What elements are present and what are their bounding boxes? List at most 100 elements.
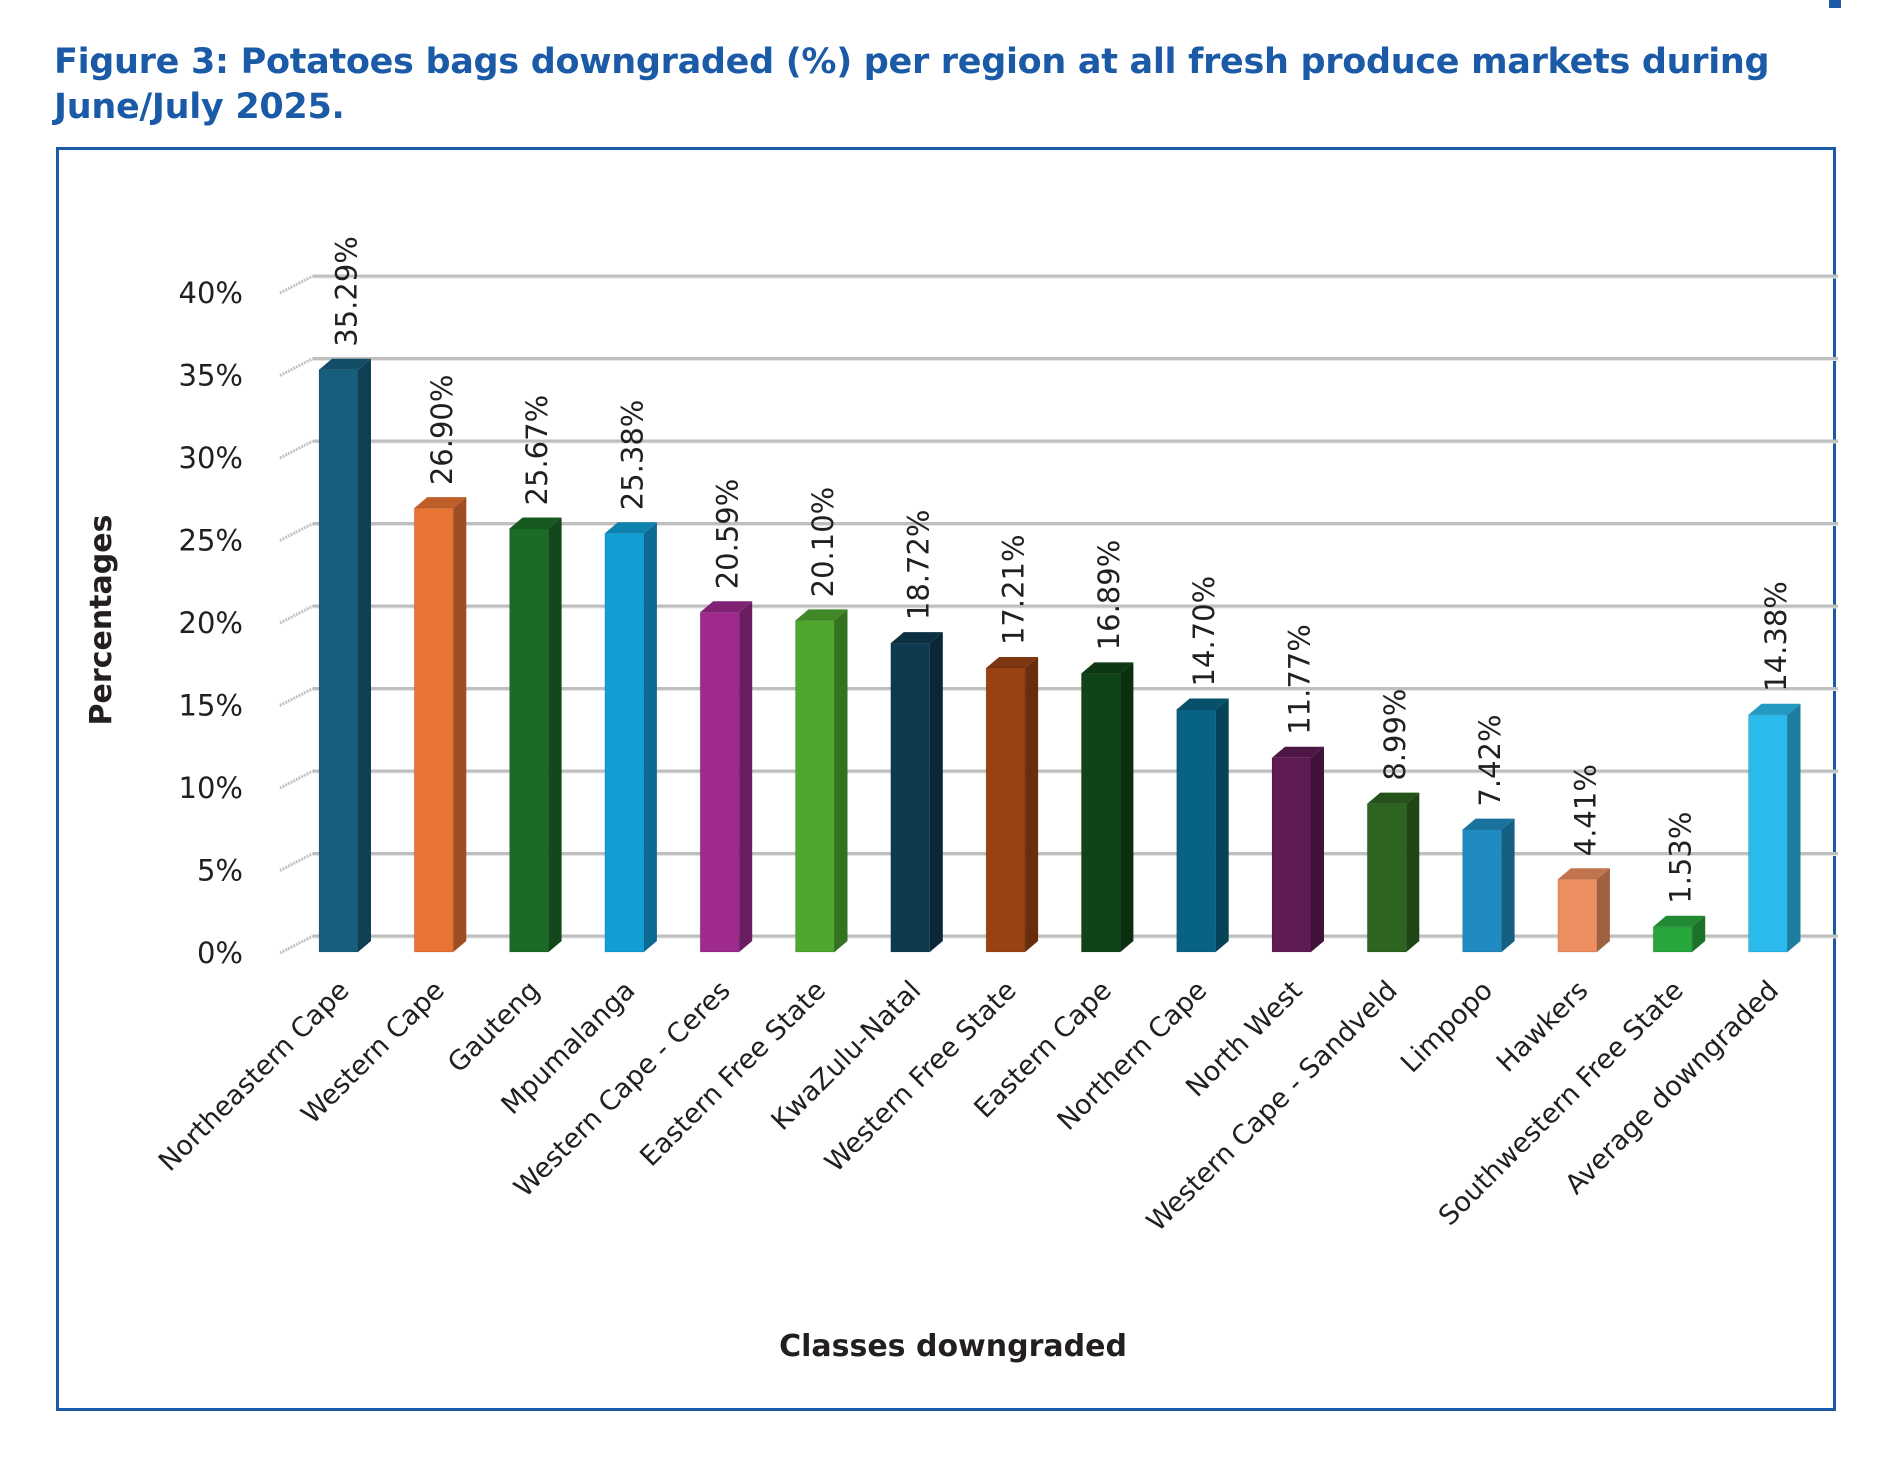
- bar-side: [1787, 703, 1801, 952]
- y-axis-title: Percentages: [84, 515, 119, 726]
- bar-front: [1557, 878, 1598, 953]
- bar-side: [643, 522, 657, 952]
- bar-top: [1272, 746, 1324, 758]
- bar: [1080, 662, 1134, 953]
- y-tick-label: 25%: [179, 524, 243, 558]
- data-label: 16.89%: [1092, 540, 1126, 651]
- bar: [1557, 868, 1610, 953]
- bar: [413, 497, 467, 953]
- data-label: 20.59%: [711, 479, 745, 590]
- bars: [318, 358, 1801, 953]
- bar-side: [1025, 657, 1039, 952]
- bar-side: [1120, 662, 1134, 952]
- y-tick-label: 15%: [179, 689, 243, 723]
- gridline-side: [279, 852, 314, 872]
- bar-side: [548, 517, 562, 952]
- data-label: 11.77%: [1283, 624, 1317, 735]
- y-tick-label: 10%: [179, 771, 243, 805]
- bar: [1748, 703, 1801, 953]
- figure-title: Figure 3: Potatoes bags downgraded (%) p…: [54, 42, 1770, 127]
- gridline-side: [279, 687, 314, 707]
- bar-side: [739, 601, 753, 952]
- bar-side: [1406, 792, 1420, 952]
- bar: [1462, 818, 1515, 953]
- chart-frame: [56, 147, 1836, 1411]
- bar-front: [985, 667, 1026, 953]
- bar-top: [1557, 868, 1610, 880]
- data-label: 35.29%: [330, 236, 364, 347]
- bar-side: [453, 497, 467, 952]
- bar-top: [1176, 698, 1229, 710]
- bar-top: [1367, 792, 1420, 804]
- bar-side: [1501, 818, 1515, 952]
- bar-side: [358, 358, 371, 953]
- data-label: 20.10%: [806, 487, 840, 598]
- bar-side: [1311, 746, 1324, 952]
- bar-side: [834, 609, 848, 952]
- bar-front: [604, 532, 645, 953]
- data-label: 14.70%: [1187, 576, 1221, 687]
- bar: [1176, 698, 1229, 953]
- page-corner-marker: [1829, 0, 1841, 8]
- bar-front: [509, 527, 550, 953]
- data-label: 14.38%: [1759, 581, 1793, 692]
- bar-top: [319, 358, 371, 370]
- bar-front: [1748, 714, 1788, 953]
- bar-front: [1366, 803, 1407, 953]
- bar-top: [509, 517, 562, 529]
- gridlines: [279, 274, 1838, 955]
- y-tick-label: 0%: [197, 936, 243, 970]
- data-label: 1.53%: [1664, 812, 1698, 904]
- gridline-side: [279, 522, 314, 542]
- x-tick-label: Eastern Free State: [634, 975, 832, 1173]
- gridline-side: [279, 274, 314, 295]
- gridline-side: [279, 769, 314, 790]
- bar-top: [890, 632, 943, 644]
- y-axis-ticks: 0% 5% 10% 15% 20% 25% 30% 35% 40%: [179, 276, 243, 970]
- bar-top: [414, 497, 467, 509]
- bar-side: [1215, 698, 1229, 952]
- y-tick-label: 30%: [179, 441, 243, 475]
- bar-top: [1081, 662, 1134, 674]
- bar: [795, 609, 848, 953]
- data-label: 4.41%: [1568, 764, 1602, 856]
- bar-front: [1462, 829, 1503, 953]
- bar-side: [1692, 915, 1706, 952]
- bar: [1366, 792, 1420, 953]
- x-tick-label: Northeastern Cape: [153, 975, 356, 1178]
- y-tick-label: 40%: [179, 276, 243, 310]
- bar-top: [1748, 703, 1801, 715]
- bar-front: [795, 619, 835, 953]
- bar-front: [1176, 708, 1217, 953]
- bar-front: [413, 507, 454, 953]
- bar-top: [1653, 915, 1706, 927]
- bar-top: [1462, 818, 1515, 830]
- bar-side: [929, 632, 943, 952]
- gridline-side: [279, 934, 314, 955]
- bar: [318, 358, 371, 953]
- bar-front: [1080, 672, 1121, 953]
- gridline-side: [279, 439, 314, 460]
- data-label: 25.67%: [520, 395, 554, 506]
- data-label: 25.38%: [615, 400, 649, 511]
- x-tick-label: Western Free State: [819, 975, 1022, 1178]
- bar: [1271, 746, 1324, 953]
- y-tick-label: 5%: [197, 854, 243, 888]
- bar: [699, 601, 753, 953]
- bar-front: [1271, 757, 1312, 953]
- data-label: 17.21%: [997, 534, 1031, 645]
- bar: [604, 522, 657, 953]
- bar: [509, 517, 562, 953]
- bar-top: [700, 601, 753, 613]
- data-label: 8.99%: [1378, 689, 1412, 781]
- y-tick-label: 35%: [179, 359, 243, 393]
- bar-front: [699, 611, 740, 953]
- y-tick-label: 20%: [179, 606, 243, 640]
- data-label: 26.90%: [425, 375, 459, 486]
- bar-front: [318, 369, 359, 953]
- x-tick-label: Limpopo: [1395, 975, 1499, 1079]
- bar-top: [604, 522, 657, 534]
- x-axis-title: Classes downgraded: [779, 1329, 1127, 1364]
